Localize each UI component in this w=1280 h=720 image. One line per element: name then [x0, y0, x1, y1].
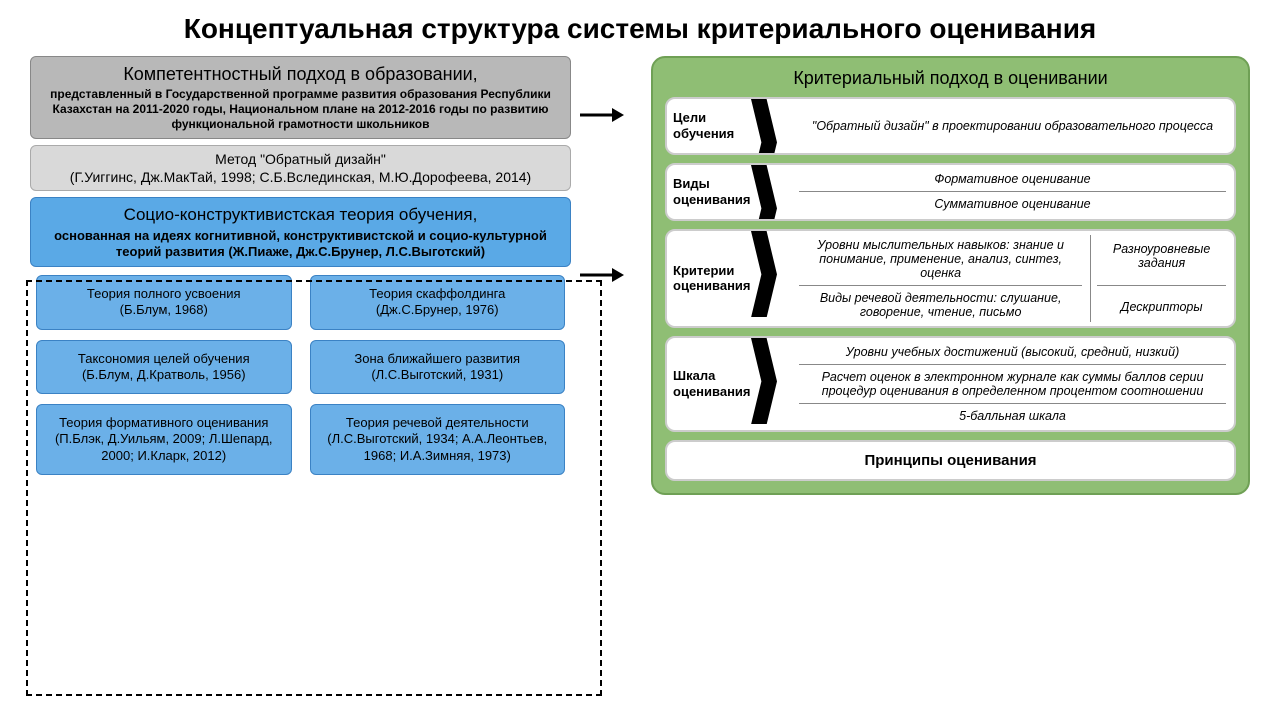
theory-grid: Теория полного усвоения(Б.Блум, 1968) Тео… [30, 275, 571, 475]
main-container: Компетентностный подход в образовании, п… [0, 46, 1280, 495]
row-content: Уровни мыслительных навыков: знание и по… [773, 231, 1234, 326]
theory-box: Теория формативного оценивания(П.Блэк, Д… [36, 404, 292, 475]
chevron-icon [751, 165, 777, 219]
green-title: Критериальный подход в оценивании [665, 68, 1236, 89]
row-content: "Обратный дизайн" в проектировании образ… [773, 99, 1234, 153]
box-bd-line2: (Г.Уиггинс, Дж.МакТай, 1998; С.Б.Вследин… [39, 168, 562, 186]
box-bd-line1: Метод "Обратный дизайн" [39, 150, 562, 168]
box-socio-title: Социо-конструктивистская теория обучения… [41, 204, 560, 225]
theory-box: Таксономия целей обучения(Б.Блум, Д.Крат… [36, 340, 292, 395]
arrow-icon [580, 106, 624, 124]
criteria-row: Цели обучения"Обратный дизайн" в проекти… [665, 97, 1236, 155]
rows-container: Цели обучения"Обратный дизайн" в проекти… [665, 97, 1236, 432]
box-backward-design: Метод "Обратный дизайн" (Г.Уиггинс, Дж.М… [30, 145, 571, 191]
criteria-row: Критерии оцениванияУровни мыслительных н… [665, 229, 1236, 328]
chevron-icon [751, 231, 777, 326]
row-content: Уровни учебных достижений (высокий, сред… [773, 338, 1234, 430]
box-socio-sub: основанная на идеях когнитивной, констру… [41, 228, 560, 261]
box-competency-title: Компетентностный подход в образовании, [41, 63, 560, 86]
page-title: Концептуальная структура системы критери… [0, 0, 1280, 46]
box-competency-sub: представленный в Государственной програм… [41, 87, 560, 132]
row-content: Формативное оцениваниеСуммативное оценив… [773, 165, 1234, 219]
criteria-row: Шкала оцениванияУровни учебных достижени… [665, 336, 1236, 432]
criteria-row: Виды оцениванияФормативное оцениваниеСум… [665, 163, 1236, 221]
right-column: Критериальный подход в оценивании Цели о… [651, 56, 1250, 495]
left-column: Компетентностный подход в образовании, п… [30, 56, 571, 495]
chevron-icon [751, 99, 777, 153]
box-competency: Компетентностный подход в образовании, п… [30, 56, 571, 140]
row-label: Виды оценивания [667, 165, 773, 219]
theory-box: Теория полного усвоения(Б.Блум, 1968) [36, 275, 292, 330]
chevron-icon [751, 338, 777, 430]
green-panel: Критериальный подход в оценивании Цели о… [651, 56, 1250, 495]
theory-box: Зона ближайшего развития(Л.С.Выготский, … [310, 340, 566, 395]
row-label: Критерии оценивания [667, 231, 773, 326]
principles-box: Принципы оценивания [665, 440, 1236, 481]
row-label: Шкала оценивания [667, 338, 773, 430]
theory-box: Теория речевой деятельности(Л.С.Выготски… [310, 404, 566, 475]
row-label: Цели обучения [667, 99, 773, 153]
box-socio: Социо-конструктивистская теория обучения… [30, 197, 571, 267]
arrow-icon [580, 266, 624, 284]
theory-box: Теория скаффолдинга(Дж.С.Брунер, 1976) [310, 275, 566, 330]
